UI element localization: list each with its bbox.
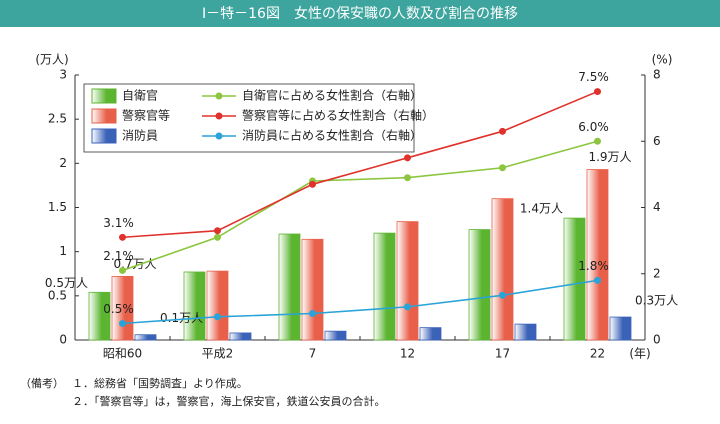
bar — [609, 316, 632, 341]
x-tick-label: 7 — [309, 347, 317, 361]
y2-tick-label: 4 — [653, 200, 661, 214]
note: １．総務省「国勢調査」より作成。 — [72, 376, 248, 390]
bar — [491, 198, 514, 341]
bar — [468, 229, 491, 341]
bar — [373, 232, 396, 341]
x-tick-label: 17 — [495, 347, 510, 361]
y2-tick-label: 0 — [653, 333, 661, 347]
value-label: 3.1% — [103, 216, 134, 230]
point — [214, 233, 221, 241]
x-tick-label: 22 — [590, 347, 605, 361]
point — [594, 276, 601, 284]
y-tick-label: 1.5 — [48, 200, 67, 214]
value-label: 6.0% — [578, 120, 609, 134]
legend-label: 自衛官に占める女性割合（右軸） — [242, 88, 422, 103]
notes-label: （備考） — [20, 377, 64, 390]
line — [122, 279, 598, 325]
legend-label: 消防員に占める女性割合（右軸） — [242, 128, 422, 143]
point — [119, 233, 126, 241]
bar — [206, 270, 229, 341]
bar — [396, 221, 419, 341]
point — [214, 313, 221, 321]
y2-tick-label: 6 — [653, 134, 661, 148]
bar — [301, 238, 324, 341]
point — [404, 154, 411, 162]
y-tick-label: 0 — [59, 333, 67, 347]
bar — [563, 217, 586, 341]
y2-tick-label: 2 — [653, 266, 661, 280]
point — [404, 303, 411, 311]
legend-point — [215, 92, 223, 100]
bar — [229, 332, 252, 341]
x-tick-label: 12 — [400, 347, 415, 361]
y-tick-label: 0.5 — [48, 288, 67, 302]
y-tick-label: 2 — [59, 156, 67, 170]
bar — [514, 323, 537, 341]
value-label: 0.1万人 — [160, 311, 203, 325]
note: ２．「警察官等」は，警察官，海上保安官，鉄道公安員の合計。 — [72, 394, 386, 408]
value-label: 0.5万人 — [45, 276, 88, 290]
y2-tick-label: 8 — [653, 68, 661, 82]
point — [214, 227, 221, 235]
bar — [324, 330, 347, 341]
y-axis-label: (万人) — [35, 53, 68, 67]
point — [594, 137, 601, 145]
legend-label: 警察官等に占める女性割合（右軸） — [242, 108, 434, 123]
bar — [183, 271, 206, 341]
point — [499, 164, 506, 172]
value-label: 2.1% — [103, 249, 134, 263]
x-tick-label: 平成2 — [202, 347, 234, 361]
bar — [134, 334, 157, 341]
line — [122, 140, 598, 272]
bar — [586, 169, 609, 341]
legend-point — [215, 112, 223, 120]
bar — [278, 233, 301, 341]
bar — [111, 275, 134, 341]
point — [119, 266, 126, 274]
legend-point — [215, 132, 223, 140]
legend-swatch — [91, 108, 117, 124]
legend-swatch — [91, 128, 117, 144]
chart-title: Ⅰ－特－16図 女性の保安職の人数及び割合の推移 — [202, 5, 518, 22]
y2-axis-label: (%) — [652, 53, 673, 67]
point — [309, 180, 316, 188]
y-tick-label: 3 — [59, 68, 67, 82]
point — [499, 291, 506, 299]
bar — [419, 327, 442, 341]
point — [404, 174, 411, 182]
value-label: 0.5% — [103, 302, 134, 316]
point — [119, 319, 126, 327]
legend-swatch — [91, 88, 117, 104]
point — [594, 88, 601, 96]
legend-box — [83, 83, 415, 153]
x-tick-label: 昭和60 — [103, 347, 142, 361]
legend-label: 警察官等 — [122, 108, 170, 123]
point — [499, 127, 506, 135]
value-label: 7.5% — [578, 70, 609, 84]
point — [309, 310, 316, 317]
legend-label: 自衛官 — [122, 88, 158, 103]
bar — [88, 291, 111, 341]
line — [122, 90, 598, 239]
value-label: 1.4万人 — [520, 202, 563, 216]
legend-label: 消防員 — [122, 128, 158, 143]
y-tick-label: 1 — [59, 244, 67, 258]
x-axis-label: (年) — [629, 347, 650, 361]
value-label: 0.3万人 — [635, 294, 678, 308]
value-label: 1.9万人 — [588, 150, 631, 164]
title-banner — [0, 0, 720, 27]
y-tick-label: 2.5 — [48, 112, 67, 126]
value-label: 1.8% — [578, 259, 609, 273]
